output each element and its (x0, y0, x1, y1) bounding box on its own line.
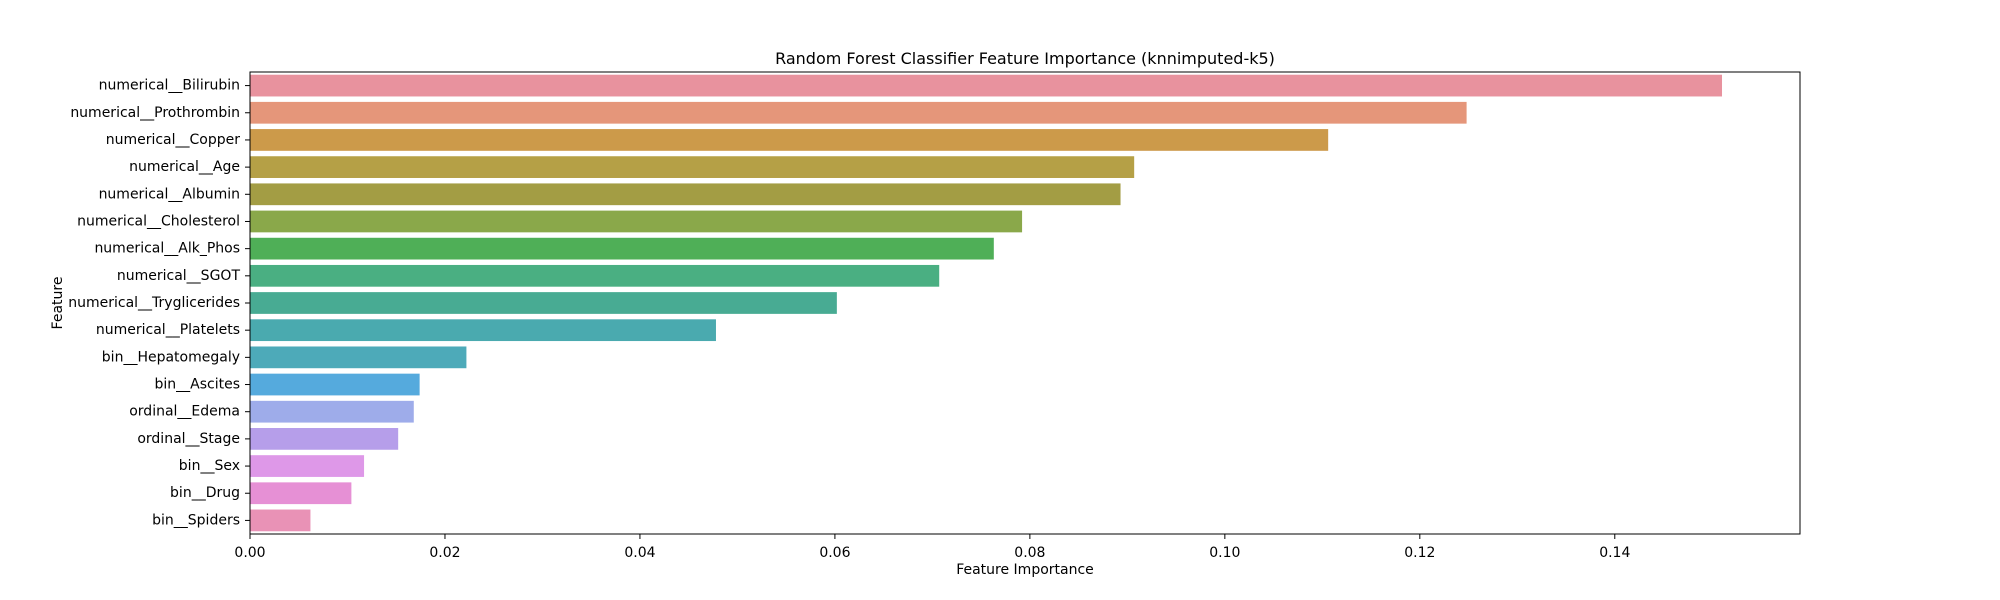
y-tick-label: numerical__SGOT (117, 268, 241, 284)
bar-numerical__Cholesterol (250, 210, 1023, 233)
y-tick-label: ordinal__Edema (129, 404, 240, 420)
x-tick-label: 0.12 (1404, 545, 1435, 561)
x-tick-label: 0.04 (624, 545, 655, 561)
y-tick-label: numerical__Tryglicerides (68, 295, 240, 311)
bar-bin__Hepatomegaly (250, 346, 467, 369)
y-tick-label: bin__Hepatomegaly (102, 349, 240, 365)
y-tick-label: numerical__Age (129, 159, 240, 175)
y-tick-label: ordinal__Stage (137, 431, 240, 447)
bar-numerical__Copper (250, 129, 1329, 151)
x-tick-label: 0.02 (429, 545, 460, 561)
x-axis-ticks: 0.00 0.02 0.04 0.06 0.08 0.10 0.12 0.14 (234, 534, 1630, 561)
bar-numerical__Prothrombin (250, 101, 1467, 124)
bar-numerical__Alk_Phos (250, 237, 994, 260)
x-tick-label: 0.08 (1014, 545, 1045, 561)
y-tick-label: numerical__Albumin (99, 186, 240, 202)
bar-numerical__Tryglicerides (250, 292, 837, 314)
y-axis-label: Feature (50, 277, 66, 330)
bar-bin__Ascites (250, 373, 420, 396)
y-tick-label: numerical__Prothrombin (70, 105, 240, 121)
bar-bin__Sex (250, 455, 365, 477)
plot-frame (249, 71, 1801, 535)
y-tick-label: numerical__Platelets (96, 322, 240, 338)
bar-numerical__Age (250, 156, 1135, 178)
y-tick-label: numerical__Alk_Phos (94, 241, 240, 257)
bar-numerical__Bilirubin (250, 74, 1723, 97)
bar-ordinal__Stage (250, 428, 399, 450)
y-tick-label: numerical__Copper (106, 132, 241, 148)
bar-numerical__SGOT (250, 264, 940, 287)
x-tick-label: 0.14 (1599, 545, 1630, 561)
y-tick-label: bin__Spiders (152, 512, 240, 528)
bar-ordinal__Edema (250, 400, 414, 423)
y-tick-label: bin__Sex (179, 458, 240, 474)
y-axis-ticks: numerical__Bilirubin numerical__Prothromb… (68, 78, 250, 528)
x-tick-label: 0.06 (819, 545, 850, 561)
bar-numerical__Platelets (250, 319, 716, 342)
bar-bin__Spiders (250, 509, 311, 532)
x-axis-label: Feature Importance (956, 562, 1094, 578)
y-tick-label: bin__Ascites (154, 377, 240, 393)
bar-numerical__Albumin (250, 183, 1121, 206)
y-tick-label: numerical__Bilirubin (99, 78, 240, 94)
x-tick-label: 0.10 (1209, 545, 1240, 561)
chart-title: Random Forest Classifier Feature Importa… (775, 49, 1275, 68)
y-tick-label: numerical__Cholesterol (77, 213, 240, 229)
bars-group (250, 74, 1723, 532)
y-tick-label: bin__Drug (170, 485, 240, 501)
x-tick-label: 0.00 (234, 545, 265, 561)
bar-bin__Drug (250, 482, 352, 505)
